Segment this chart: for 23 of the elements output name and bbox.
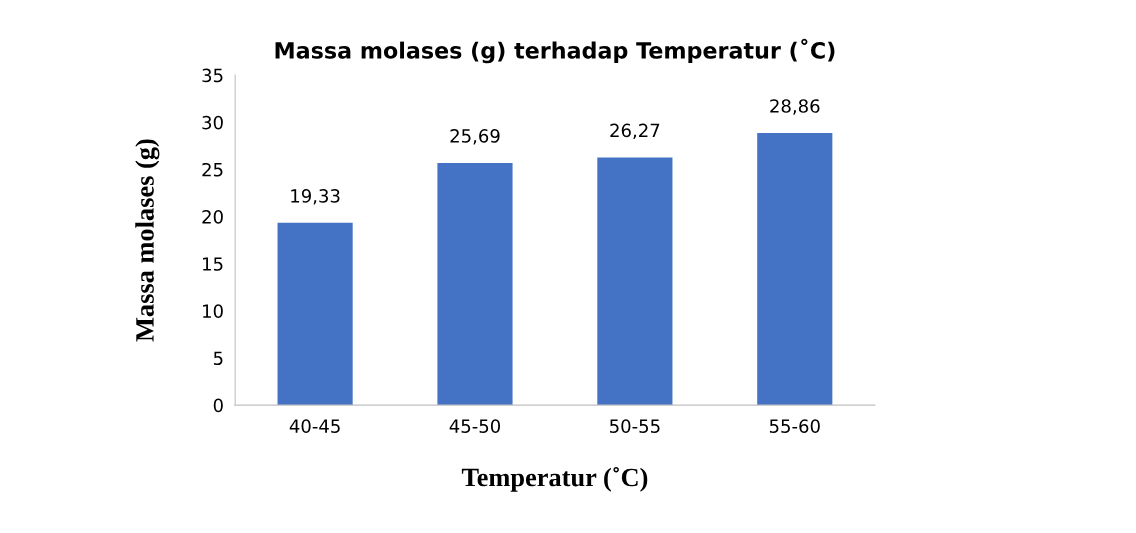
chart-title: Massa molases (g) terhadap Temperatur (˚C) xyxy=(275,38,835,64)
bar xyxy=(597,157,673,406)
data-label: 19,33 xyxy=(291,189,340,205)
y-tick-label: 15 xyxy=(203,257,223,271)
x-tick-label: 50-55 xyxy=(610,419,660,433)
y-tick-label: 5 xyxy=(213,351,223,366)
bar xyxy=(277,222,353,406)
data-label: 25,69 xyxy=(450,129,500,145)
y-tick-label: 0 xyxy=(213,398,223,413)
y-tick-label: 35 xyxy=(202,68,223,83)
y-tick-label: 30 xyxy=(202,115,223,130)
bar xyxy=(757,133,833,406)
y-axis-title: Massa molases (g) xyxy=(135,139,160,342)
bar xyxy=(437,162,513,406)
x-axis-title: Temperatur (˚C) xyxy=(461,467,648,492)
x-tick-label: 45-50 xyxy=(449,419,501,433)
x-tick-label: 40-45 xyxy=(289,419,340,433)
y-tick-label: 25 xyxy=(202,162,223,177)
x-tick-label: 55-60 xyxy=(769,419,820,433)
y-tick-label: 10 xyxy=(203,304,223,318)
data-label: 26,27 xyxy=(610,123,660,140)
data-label: 28,86 xyxy=(770,99,820,115)
y-tick-label: 20 xyxy=(202,210,223,224)
